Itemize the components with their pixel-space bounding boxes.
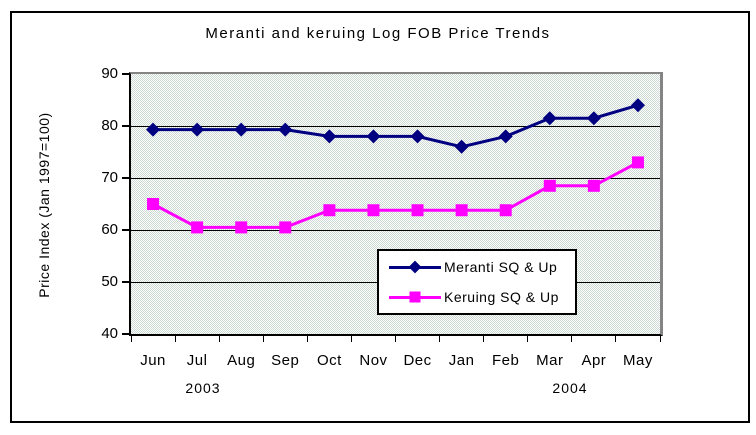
square-marker: [323, 204, 336, 217]
y-tick-mark-60: [122, 229, 129, 231]
x-tick-mark-0: [130, 336, 132, 342]
diamond-marker: [410, 129, 425, 144]
gridline-80: [131, 125, 660, 127]
square-marker: [411, 204, 424, 217]
x-tick-label-jul: Jul: [186, 352, 208, 369]
chart-title: Meranti and keruing Log FOB Price Trends: [205, 25, 551, 42]
y-tick-mark-40: [122, 333, 129, 335]
diamond-marker-icon: [408, 260, 422, 274]
x-tick-label-dec: Dec: [403, 352, 432, 369]
y-tick-label-70: 70: [101, 169, 118, 186]
y-tick-mark-70: [122, 177, 129, 179]
series-plot: [146, 98, 645, 234]
x-tick-mark-12: [659, 336, 661, 342]
x-axis-year-2004: 2004: [552, 380, 588, 396]
diamond-marker: [498, 129, 513, 144]
y-tick-label-40: 40: [101, 325, 118, 342]
gridline-70: [131, 177, 660, 179]
x-tick-mark-3: [262, 336, 264, 342]
x-tick-label-may: May: [623, 352, 653, 369]
square-marker: [235, 221, 248, 234]
x-tick-label-sep: Sep: [271, 352, 300, 369]
legend: Meranti SQ & Up Keruing SQ & Up: [377, 249, 577, 315]
square-marker: [543, 179, 556, 192]
x-tick-mark-4: [306, 336, 308, 342]
x-tick-label-apr: Apr: [581, 352, 607, 369]
square-marker: [147, 198, 160, 210]
y-tick-label-80: 80: [101, 117, 118, 134]
square-marker: [499, 204, 512, 217]
legend-sample-meranti: [389, 259, 441, 275]
x-tick-label-feb: Feb: [492, 352, 520, 369]
diamond-marker: [322, 129, 337, 144]
diamond-marker: [542, 111, 557, 126]
square-marker-icon: [409, 291, 421, 303]
legend-item-meranti: Meranti SQ & Up: [379, 253, 575, 281]
y-axis-title: Price Index (Jan 1997=100): [36, 112, 52, 298]
x-tick-mark-6: [395, 336, 396, 342]
legend-label-meranti: Meranti SQ & Up: [444, 259, 558, 275]
square-marker: [191, 221, 204, 234]
square-marker: [279, 221, 292, 234]
x-tick-label-jan: Jan: [448, 352, 475, 369]
x-tick-mark-8: [483, 336, 485, 342]
x-tick-label-oct: Oct: [316, 352, 342, 369]
diamond-marker: [630, 98, 645, 113]
diamond-marker: [366, 129, 381, 144]
x-axis-year-2003: 2003: [185, 380, 221, 396]
legend-label-keruing: Keruing SQ & Up: [444, 289, 559, 305]
y-tick-mark-90: [122, 73, 129, 75]
diamond-marker: [146, 122, 161, 137]
x-tick-mark-1: [174, 336, 176, 342]
x-tick-label-mar: Mar: [536, 352, 564, 369]
diamond-marker: [454, 139, 469, 154]
series-line-0: [153, 103, 639, 149]
y-tick-label-60: 60: [101, 221, 118, 238]
x-tick-label-jun: Jun: [140, 352, 166, 369]
square-marker: [631, 156, 644, 169]
square-marker: [587, 179, 600, 192]
legend-sample-keruing: [389, 289, 441, 305]
y-tick-mark-80: [122, 125, 129, 127]
series-line-1: [152, 161, 639, 229]
y-tick-mark-50: [122, 281, 129, 283]
x-tick-label-aug: Aug: [227, 352, 256, 369]
x-tick-mark-9: [527, 336, 529, 342]
gridline-60: [131, 229, 660, 231]
x-tick-mark-10: [571, 336, 573, 342]
diamond-marker: [586, 111, 601, 126]
x-tick-label-nov: Nov: [359, 352, 388, 369]
square-marker: [367, 204, 380, 217]
diamond-marker: [234, 122, 249, 137]
x-tick-mark-5: [350, 336, 352, 342]
legend-item-keruing: Keruing SQ & Up: [379, 283, 575, 311]
x-tick-mark-7: [439, 336, 441, 342]
y-tick-label-90: 90: [101, 65, 118, 82]
diamond-marker: [190, 122, 205, 137]
x-tick-mark-11: [615, 336, 617, 342]
square-marker: [455, 204, 468, 217]
diamond-marker: [278, 122, 293, 137]
x-tick-mark-2: [218, 336, 220, 342]
y-tick-label-50: 50: [101, 273, 118, 290]
